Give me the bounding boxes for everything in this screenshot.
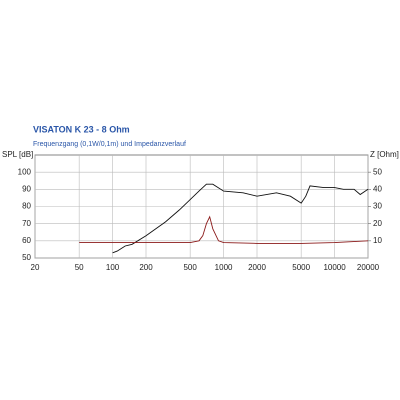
y2-tick-label: 20	[373, 219, 382, 228]
series-line	[112, 183, 369, 254]
y-tick-label: 100	[18, 167, 32, 176]
y2-tick-label: 50	[373, 167, 382, 176]
x-tick-label: 1000	[215, 263, 233, 272]
y2-tick-label: 10	[373, 236, 382, 245]
y-tick-label: 80	[22, 202, 31, 211]
x-tick-label: 500	[183, 263, 197, 272]
x-tick-label: 5000	[292, 263, 310, 272]
chart-title: VISATON K 23 - 8 Ohm	[33, 124, 130, 134]
y-tick-label: 50	[22, 253, 31, 262]
x-tick-label: 2000	[248, 263, 266, 272]
y2-axis-label: Z [Ohm]	[370, 150, 399, 159]
x-tick-label: 50	[75, 263, 84, 272]
y-tick-label: 60	[22, 236, 31, 245]
y2-tick-label: 40	[373, 184, 382, 193]
x-tick-label: 100	[106, 263, 120, 272]
series-line	[79, 215, 369, 244]
x-tick-label: 20000	[357, 263, 380, 272]
x-tick-label: 20	[31, 263, 40, 272]
chart-subtitle: Frequenzgang (0,1W/0,1m) und Impedanzver…	[33, 141, 186, 148]
x-tick-label: 200	[139, 263, 153, 272]
y-tick-label: 70	[22, 219, 31, 228]
x-tick-label: 10000	[323, 263, 346, 272]
y-axis-label: SPL [dB]	[2, 150, 33, 159]
y-tick-label: 90	[22, 184, 31, 193]
y2-tick-label: 30	[373, 202, 382, 211]
